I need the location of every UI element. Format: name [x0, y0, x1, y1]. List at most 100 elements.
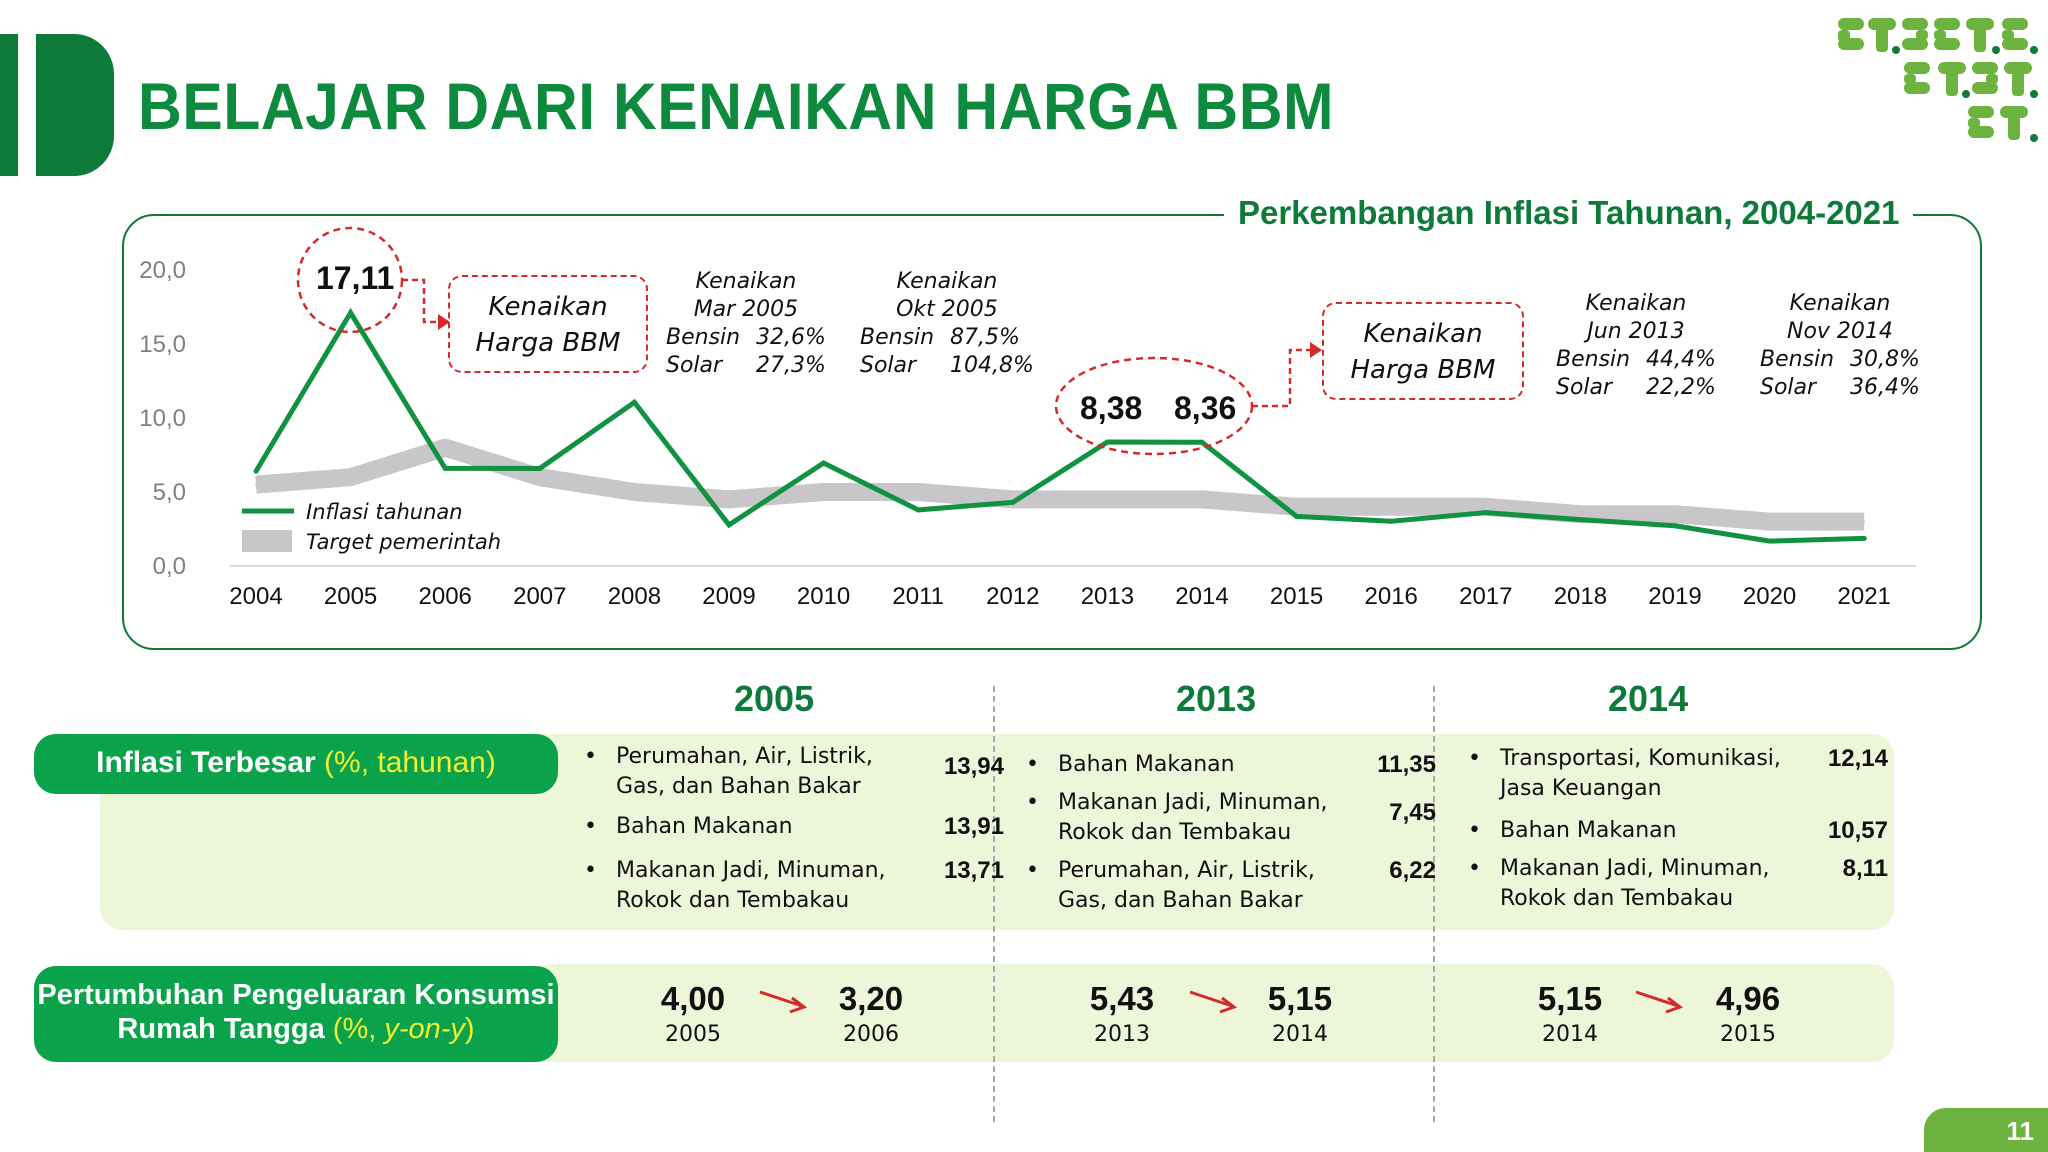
decrease-arrow-icon	[759, 990, 808, 1014]
chart-title: Perkembangan Inflasi Tahunan, 2004-2021	[1224, 194, 1914, 232]
target-point	[538, 476, 541, 479]
label-unit-suffix: )	[464, 1013, 475, 1045]
label-text: Rumah Tangga	[117, 1013, 325, 1045]
annotation-key: Bensin	[1556, 347, 1631, 372]
item-text: Transportasi, Komunikasi, Jasa Keuangan	[1500, 746, 1781, 801]
inflation-point	[1294, 513, 1300, 519]
target-point	[1106, 498, 1109, 501]
item-value: 13,94	[943, 753, 1004, 780]
label-unit-yoy: y-on-y	[384, 1013, 465, 1045]
company-logo	[1838, 18, 2038, 142]
annotation-head: Kenaikan	[1585, 291, 1687, 316]
x-tick-label: 2008	[608, 583, 661, 610]
item-text: Bahan Makanan	[1058, 752, 1235, 777]
inflation-chart: 0,0 5,0 10,0 15,0 20,0 2004 2005 2006 2007 2008 20…	[139, 226, 1916, 610]
box-line: Kenaikan	[1363, 319, 1483, 349]
legend-label-target: Target pemerintah	[306, 530, 501, 554]
x-tick-label: 2018	[1554, 583, 1607, 610]
target-point	[349, 476, 352, 479]
inflation-point	[915, 507, 921, 513]
annotation-key: Bensin	[1760, 347, 1835, 372]
annotation-value: 44,4%	[1646, 347, 1716, 372]
inflation-point	[726, 522, 732, 528]
callout-connector	[1252, 348, 1312, 408]
annotation-value: 87,5%	[950, 325, 1020, 350]
inflation-line-series	[253, 307, 1865, 544]
konsumsi-value: 5,15	[1267, 980, 1333, 1017]
target-point	[1295, 505, 1298, 508]
annotation-key: Solar	[1556, 375, 1613, 400]
inflation-point	[1861, 535, 1867, 541]
konsumsi-year: 2015	[1720, 1022, 1776, 1047]
konsumsi-label: Pertumbuhan Pengeluaran Konsumsi Rumah T…	[34, 966, 558, 1062]
x-tick-label: 2016	[1365, 583, 1418, 610]
inflation-point	[348, 310, 354, 316]
konsumsi-value: 5,15	[1537, 980, 1603, 1017]
item-value: 11,35	[1377, 751, 1436, 778]
x-tick-label: 2014	[1175, 583, 1228, 610]
decrease-arrow-icon	[1635, 990, 1684, 1014]
annotation-head: Kenaikan	[1789, 291, 1891, 316]
x-tick-label: 2019	[1648, 583, 1701, 610]
header-tab-block	[36, 34, 114, 176]
annotation-key: Solar	[666, 353, 723, 378]
item-value: 8,11	[1842, 855, 1888, 882]
label-unit: (%, tahunan)	[324, 746, 496, 779]
target-point	[1579, 513, 1582, 516]
item-text: Makanan Jadi, Minuman, Rokok dan Tembakau	[1058, 790, 1328, 845]
annotation-nov-2014: Kenaikan Nov 2014 Bensin 30,8% Solar 36,4%	[1760, 290, 1920, 402]
target-point	[822, 491, 825, 493]
item-value: 13,91	[943, 813, 1004, 840]
x-tick-label: 2006	[419, 583, 472, 610]
konsumsi-year: 2014	[1272, 1022, 1328, 1047]
annotation-head: Mar 2005	[693, 297, 799, 322]
y-tick-label: 20,0	[139, 257, 186, 284]
item-text: Perumahan, Air, Listrik, Gas, dan Bahan B…	[1058, 858, 1315, 913]
x-tick-label: 2004	[229, 583, 282, 610]
inflation-point	[1010, 499, 1016, 505]
x-tick-label: 2010	[797, 583, 850, 610]
header-tab-accent	[0, 34, 18, 176]
konsumsi-value: 5,43	[1089, 980, 1155, 1017]
inflation-point	[1199, 439, 1205, 445]
x-tick-label: 2021	[1838, 583, 1891, 610]
annotation-key: Solar	[860, 353, 917, 378]
inflation-point	[1483, 510, 1489, 516]
value-2014-callout: 8,36	[1174, 390, 1237, 426]
arrowhead-icon	[438, 314, 450, 330]
konsumsi-value: 4,00	[660, 980, 726, 1017]
target-point	[444, 446, 447, 449]
x-tick-label: 2012	[986, 583, 1039, 610]
item-text: Bahan Makanan	[1500, 818, 1677, 843]
label-text: Pertumbuhan Pengeluaran Konsumsi	[37, 979, 555, 1011]
annotation-value: 27,3%	[756, 353, 826, 378]
inflasi-terbesar-label: Inflasi Terbesar (%, tahunan)	[34, 734, 558, 794]
annotation-value: 30,8%	[1850, 347, 1920, 372]
y-tick-label: 0,0	[153, 553, 186, 580]
konsumsi-value: 4,96	[1715, 980, 1781, 1017]
item-value: 7,45	[1389, 799, 1436, 826]
target-point	[1201, 498, 1203, 501]
value-2013-callout: 8,38	[1080, 390, 1143, 426]
inflation-point	[537, 465, 543, 471]
item-value: 13,71	[943, 857, 1004, 884]
konsumsi-year: 2013	[1094, 1022, 1150, 1047]
target-point	[917, 491, 920, 493]
box-line: Harga BBM	[1350, 355, 1496, 385]
target-point	[1863, 520, 1866, 523]
fuel-price-hike-box-2013: Kenaikan Harga BBM	[1322, 302, 1524, 400]
inflation-point	[442, 465, 448, 471]
label-text: Inflasi Terbesar	[96, 746, 316, 779]
annotation-mar-2005: Kenaikan Mar 2005 Bensin 32,6% Solar 27,3%	[666, 268, 826, 380]
inflation-point	[631, 399, 637, 405]
konsumsi-year: 2014	[1542, 1022, 1598, 1047]
column-divider	[993, 686, 995, 1122]
item-text: Bahan Makanan	[616, 814, 793, 839]
callout-connector	[402, 278, 440, 324]
annotation-key: Bensin	[860, 325, 935, 350]
item-text: Makanan Jadi, Minuman, Rokok dan Tembakau	[1500, 856, 1770, 911]
page-number: 11	[1924, 1108, 2048, 1152]
target-point	[1674, 513, 1676, 516]
target-point	[633, 491, 636, 493]
konsumsi-value: 3,20	[838, 980, 904, 1017]
